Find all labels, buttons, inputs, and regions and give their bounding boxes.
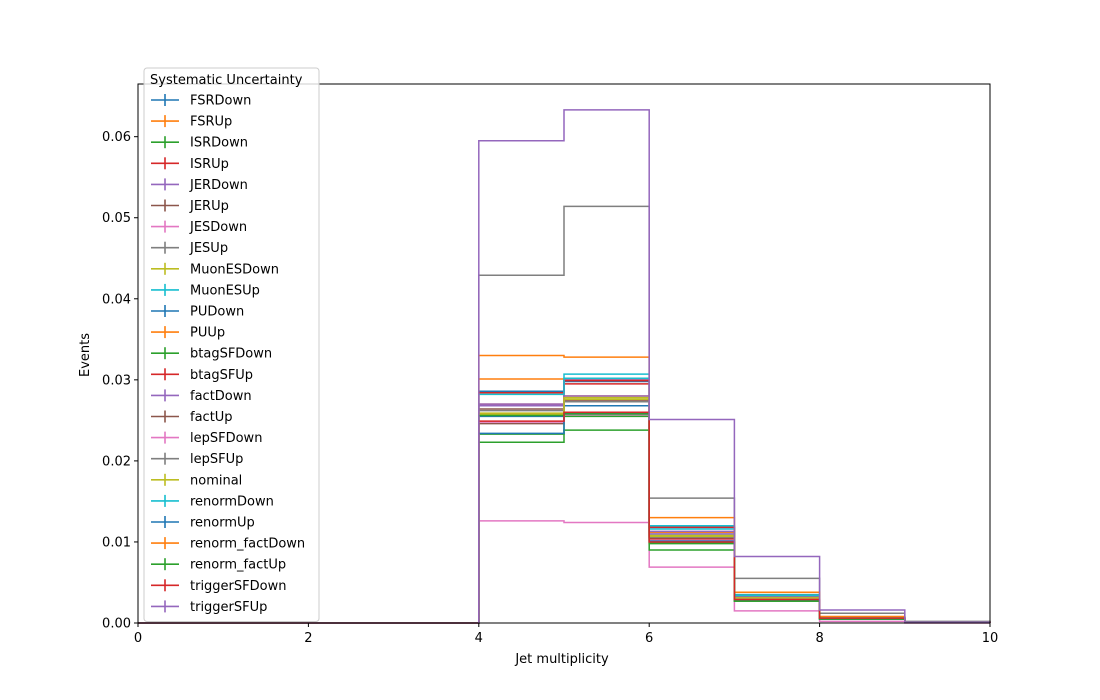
legend-item-renorm_factUp: renorm_factUp bbox=[151, 558, 286, 573]
legend-item-renormDown: renormDown bbox=[151, 494, 274, 509]
legend-label: FSRUp bbox=[190, 115, 232, 130]
legend-item-renormUp: renormUp bbox=[151, 516, 255, 531]
legend: Systematic Uncertainty FSRDown FSRUp ISRDow… bbox=[143, 67, 320, 622]
legend-box bbox=[143, 67, 320, 622]
plot-frame bbox=[137, 83, 991, 624]
legend-label: nominal bbox=[190, 473, 242, 488]
legend-label: JERUp bbox=[189, 199, 229, 214]
legend-item-JERDown: JERDown bbox=[151, 178, 248, 193]
legend-item-PUUp: PUUp bbox=[151, 326, 225, 341]
legend-item-btagSFUp: btagSFUp bbox=[151, 368, 253, 383]
legend-label: lepSFUp bbox=[190, 452, 243, 467]
legend-item-factUp: factUp bbox=[151, 410, 233, 425]
legend-label: renorm_factUp bbox=[190, 558, 286, 573]
axes: 0 2 4 6 8 10 0.00 0.01 0.02 0.03 0.04 0.05 0.06 bbox=[102, 83, 999, 646]
legend-label: renormDown bbox=[190, 494, 274, 509]
legend-item-MuonESUp: MuonESUp bbox=[151, 283, 260, 298]
legend-item-ISRUp: ISRUp bbox=[151, 157, 229, 172]
y-tick-label: 0.03 bbox=[102, 373, 131, 388]
legend-item-lepSFDown: lepSFDown bbox=[151, 431, 262, 446]
legend-item-nominal: nominal bbox=[151, 473, 242, 488]
legend-item-lepSFUp: lepSFUp bbox=[151, 452, 243, 467]
legend-label: MuonESUp bbox=[190, 283, 260, 298]
y-tick-label: 0.00 bbox=[102, 617, 131, 632]
legend-label: PUUp bbox=[190, 326, 225, 341]
legend-label: JESUp bbox=[189, 241, 228, 256]
x-tick-label: 0 bbox=[134, 631, 142, 646]
x-tick-label: 10 bbox=[982, 631, 999, 646]
y-tick-label: 0.01 bbox=[102, 535, 131, 550]
legend-label: ISRUp bbox=[190, 157, 229, 172]
legend-item-JESUp: JESUp bbox=[151, 241, 228, 256]
legend-item-triggerSFUp: triggerSFUp bbox=[151, 600, 267, 615]
legend-label: triggerSFDown bbox=[190, 579, 286, 594]
legend-label: factUp bbox=[190, 410, 233, 425]
legend-item-MuonESDown: MuonESDown bbox=[151, 262, 279, 277]
x-tick-label: 6 bbox=[645, 631, 653, 646]
legend-label: btagSFUp bbox=[190, 368, 253, 383]
legend-item-btagSFDown: btagSFDown bbox=[151, 347, 272, 362]
legend-item-factDown: factDown bbox=[151, 389, 252, 404]
legend-item-JERUp: JERUp bbox=[151, 199, 229, 214]
legend-label: JERDown bbox=[189, 178, 248, 193]
legend-item-renorm_factDown: renorm_factDown bbox=[151, 537, 305, 552]
y-tick-label: 0.05 bbox=[102, 211, 131, 226]
legend-label: MuonESDown bbox=[190, 262, 279, 277]
legend-label: triggerSFUp bbox=[190, 600, 267, 615]
x-tick-label: 2 bbox=[304, 631, 312, 646]
legend-label: FSRDown bbox=[190, 94, 251, 109]
legend-item-ISRDown: ISRDown bbox=[151, 136, 248, 151]
y-tick-label: 0.04 bbox=[102, 292, 131, 307]
legend-label: PUDown bbox=[190, 305, 244, 320]
legend-item-FSRUp: FSRUp bbox=[151, 115, 232, 130]
legend-item-triggerSFDown: triggerSFDown bbox=[151, 579, 286, 594]
y-tick-label: 0.06 bbox=[102, 130, 131, 145]
x-tick-label: 4 bbox=[475, 631, 483, 646]
legend-label: JESDown bbox=[189, 220, 247, 235]
legend-item-FSRDown: FSRDown bbox=[151, 94, 251, 109]
legend-title: Systematic Uncertainty bbox=[150, 73, 303, 88]
legend-label: ISRDown bbox=[190, 136, 248, 151]
y-tick-label: 0.02 bbox=[102, 454, 131, 469]
legend-label: lepSFDown bbox=[190, 431, 262, 446]
legend-label: btagSFDown bbox=[190, 347, 272, 362]
legend-item-JESDown: JESDown bbox=[151, 220, 247, 235]
legend-label: renorm_factDown bbox=[190, 537, 305, 552]
y-axis-label: Events bbox=[78, 333, 93, 377]
x-axis-label: Jet multiplicity bbox=[514, 652, 609, 667]
legend-label: factDown bbox=[190, 389, 252, 404]
legend-item-PUDown: PUDown bbox=[151, 305, 244, 320]
x-tick-label: 8 bbox=[815, 631, 823, 646]
legend-label: renormUp bbox=[190, 516, 255, 531]
